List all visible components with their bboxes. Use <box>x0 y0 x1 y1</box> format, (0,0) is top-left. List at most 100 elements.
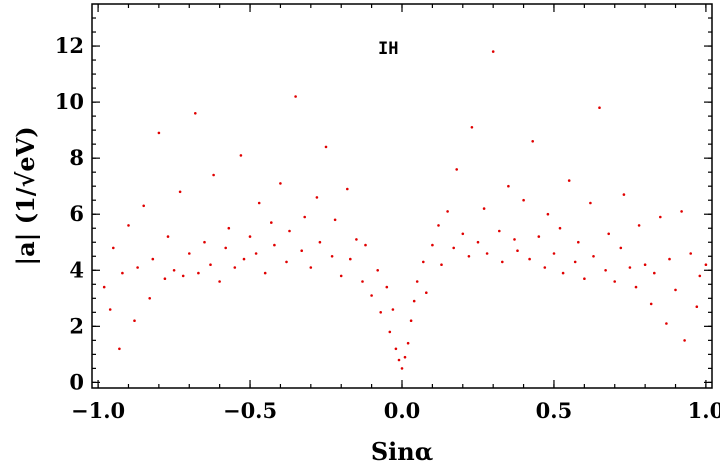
y-tick-label: 6 <box>69 201 84 226</box>
data-point <box>409 319 413 323</box>
data-point <box>127 224 130 227</box>
data-point <box>118 347 121 351</box>
data-point <box>531 140 534 143</box>
data-point <box>121 271 124 275</box>
data-point <box>224 246 227 250</box>
plot-frame <box>91 3 713 389</box>
data-point <box>355 238 358 241</box>
y-tick-label: 12 <box>55 33 84 58</box>
data-point <box>592 254 595 258</box>
data-point <box>257 201 261 205</box>
data-point <box>637 224 641 227</box>
data-point <box>102 285 106 289</box>
data-point <box>194 112 197 115</box>
data-point <box>203 240 206 244</box>
x-axis-label: Sinα <box>371 437 433 466</box>
data-point <box>379 311 383 314</box>
data-point <box>668 257 671 261</box>
data-point <box>452 246 456 250</box>
data-point <box>634 285 638 289</box>
data-point <box>498 229 501 233</box>
data-point <box>112 246 115 250</box>
data-point <box>567 179 571 182</box>
data-point <box>537 235 541 238</box>
data-point <box>704 263 708 267</box>
y-tick-label: 10 <box>55 89 84 114</box>
data-point <box>346 187 349 191</box>
data-point <box>209 263 212 267</box>
x-tick-label: −0.5 <box>223 398 277 423</box>
data-point <box>683 339 686 342</box>
data-point <box>151 257 155 261</box>
data-point <box>248 235 252 238</box>
data-point <box>543 266 547 269</box>
data-point <box>522 198 525 202</box>
data-point <box>613 280 616 283</box>
data-point <box>415 280 419 283</box>
data-point <box>643 263 647 267</box>
axis-ticks: −1.0 −0.5 0.0 0.5 1.0 0 2 4 6 8 10 12 <box>55 4 720 423</box>
data-point <box>227 226 231 230</box>
annotation-label: IH <box>378 39 398 59</box>
data-point <box>476 240 480 244</box>
data-point <box>604 269 607 272</box>
data-point <box>470 126 474 129</box>
data-point <box>561 271 565 275</box>
data-point <box>689 252 692 255</box>
data-point <box>598 106 601 109</box>
data-point <box>218 280 221 283</box>
data-point <box>485 252 489 255</box>
data-point <box>349 257 352 261</box>
data-point <box>403 355 407 359</box>
x-tick-label: 0.0 <box>384 398 421 423</box>
x-tick-label: 0.5 <box>536 398 573 423</box>
data-point <box>315 196 319 199</box>
data-point <box>461 232 465 236</box>
y-axis-label: |a| (1/√eV) <box>11 126 40 265</box>
data-point <box>446 210 449 213</box>
data-point <box>376 269 380 272</box>
data-point <box>665 322 668 325</box>
data-point <box>577 240 580 244</box>
data-point <box>197 271 200 275</box>
y-tick-label: 2 <box>69 313 84 338</box>
data-point <box>622 193 626 196</box>
data-point <box>288 229 291 233</box>
data-point <box>142 204 145 208</box>
data-point <box>491 50 495 53</box>
data-point <box>385 285 389 289</box>
data-point <box>324 145 328 149</box>
y-tick-label: 8 <box>69 145 84 170</box>
data-point <box>482 207 486 210</box>
data-point <box>455 168 459 171</box>
data-point <box>507 184 510 188</box>
data-point <box>285 260 288 264</box>
data-point <box>528 257 531 261</box>
data-point <box>212 173 215 177</box>
data-point <box>467 254 471 258</box>
data-point <box>397 358 401 362</box>
data-point <box>400 367 404 370</box>
data-point <box>188 252 191 255</box>
data-point <box>330 254 334 258</box>
data-point <box>698 274 702 278</box>
data-point <box>157 131 161 135</box>
data-point <box>513 238 516 241</box>
data-point <box>649 302 653 306</box>
data-point <box>437 224 440 227</box>
data-point <box>178 190 182 194</box>
data-point <box>607 232 610 236</box>
y-tick-label: 0 <box>69 369 84 394</box>
data-point <box>695 305 699 309</box>
data-point <box>273 243 276 247</box>
data-point <box>412 299 416 303</box>
x-tick-label: −1.0 <box>71 398 125 423</box>
data-points <box>102 50 708 370</box>
data-point <box>501 260 504 264</box>
data-point <box>440 263 443 267</box>
data-point <box>674 288 677 292</box>
data-point <box>108 308 112 311</box>
data-point <box>552 252 556 255</box>
data-point <box>546 212 550 216</box>
